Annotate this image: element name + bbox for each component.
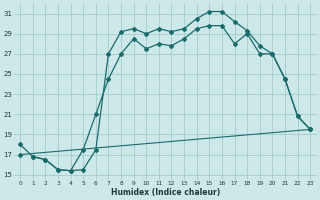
X-axis label: Humidex (Indice chaleur): Humidex (Indice chaleur) xyxy=(111,188,220,197)
